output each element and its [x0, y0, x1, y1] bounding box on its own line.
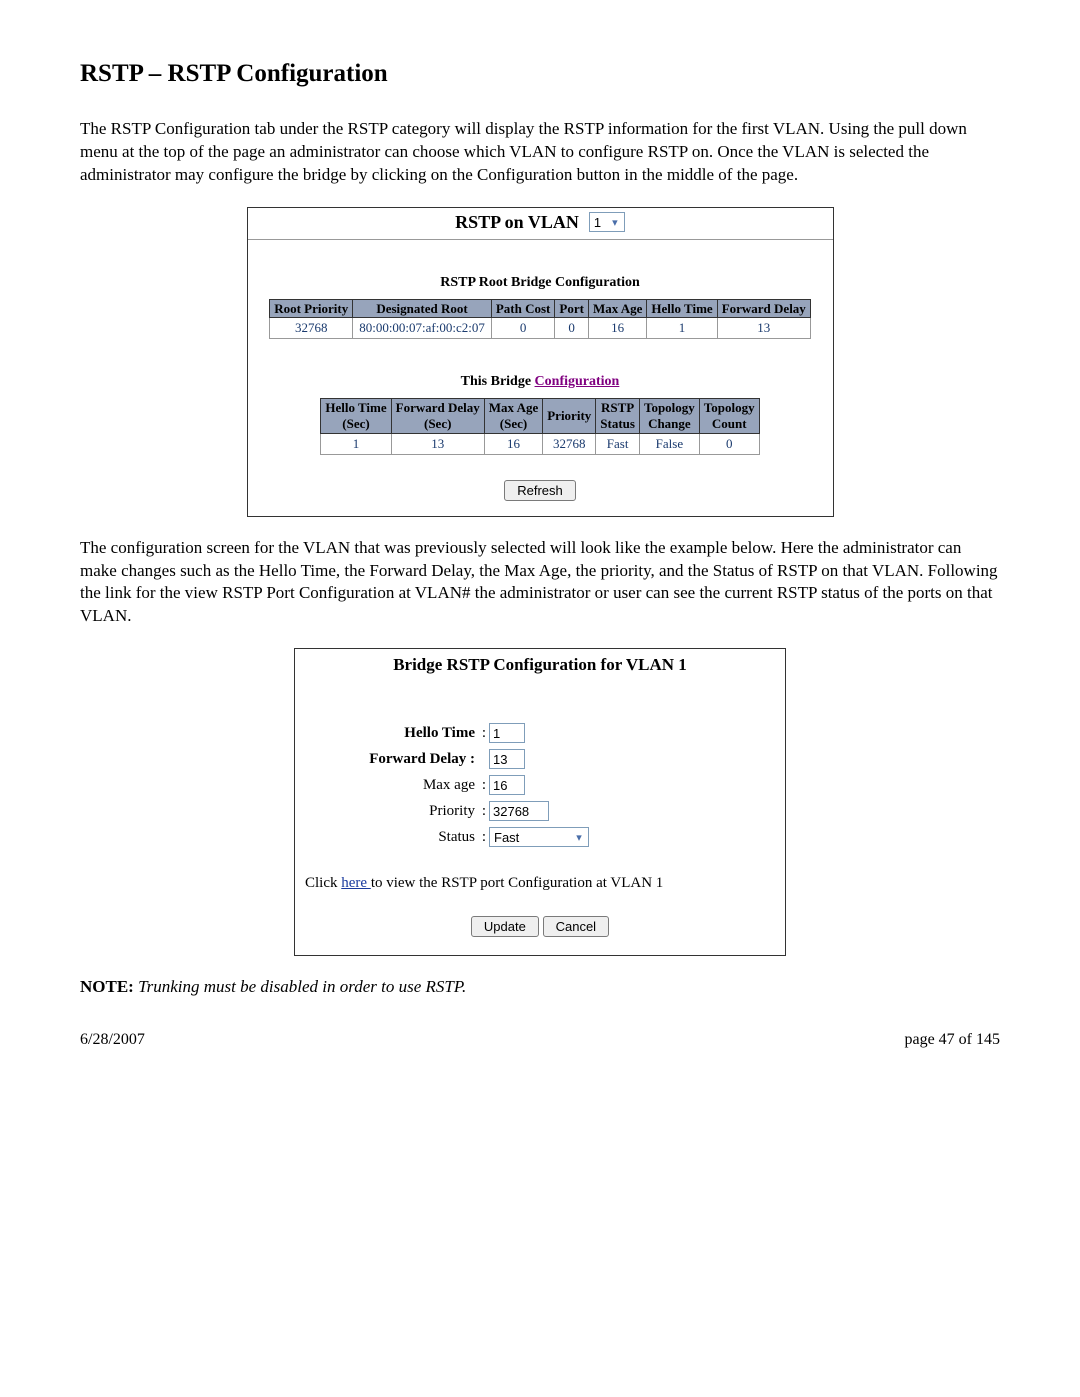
rstp-on-vlan-label: RSTP on VLAN: [455, 212, 579, 233]
priority-input[interactable]: [489, 801, 549, 821]
note-bold: NOTE:: [80, 977, 134, 996]
chevron-down-icon: ▾: [608, 215, 622, 229]
table-row: 32768 80:00:00:07:af:00:c2:07 0 0 16 1 1…: [270, 318, 811, 339]
max-age-input[interactable]: [489, 775, 525, 795]
th-priority: Priority: [543, 399, 596, 433]
vlan-select[interactable]: 1 ▾: [589, 212, 625, 232]
note-italic: Trunking must be disabled in order to us…: [134, 977, 466, 996]
td-forward-delay: 13: [717, 318, 810, 339]
td-topology-count: 0: [699, 433, 759, 454]
port-config-link-line: Click here to view the RSTP port Configu…: [305, 875, 775, 892]
td-max-age: 16: [588, 318, 646, 339]
rstp-overview-panel: RSTP on VLAN 1 ▾ RSTP Root Bridge Config…: [247, 207, 834, 517]
bridge-config-panel: Bridge RSTP Configuration for VLAN 1 Hel…: [294, 648, 786, 956]
th-forward-delay: Forward Delay: [717, 299, 810, 318]
th-max-age-sec: Max Age(Sec): [484, 399, 542, 433]
this-bridge-table: Hello Time(Sec) Forward Delay(Sec) Max A…: [320, 398, 759, 454]
this-bridge-section-title: This Bridge Configuration: [248, 374, 833, 390]
th-designated-root: Designated Root: [353, 299, 492, 318]
vlan-select-value: 1: [594, 215, 601, 230]
td-forward-delay-sec: 13: [391, 433, 484, 454]
td-rstp-status: Fast: [596, 433, 640, 454]
forward-delay-label: Forward Delay :: [305, 751, 479, 768]
td-root-priority: 32768: [270, 318, 353, 339]
table-row: 1 13 16 32768 Fast False 0: [321, 433, 759, 454]
th-topology-change: TopologyChange: [639, 399, 699, 433]
td-hello-time-sec: 1: [321, 433, 391, 454]
vlan-selector-row: RSTP on VLAN 1 ▾: [248, 208, 833, 240]
th-topology-count: TopologyCount: [699, 399, 759, 433]
th-forward-delay-sec: Forward Delay(Sec): [391, 399, 484, 433]
status-select-value: Fast: [494, 830, 519, 845]
th-max-age: Max Age: [588, 299, 646, 318]
page-footer: 6/28/2007 page 47 of 145: [80, 1031, 1000, 1049]
note-line: NOTE: Trunking must be disabled in order…: [80, 976, 1000, 999]
hello-time-input[interactable]: [489, 723, 525, 743]
th-rstp-status: RSTPStatus: [596, 399, 640, 433]
status-select[interactable]: Fast ▾: [489, 827, 589, 847]
intro-paragraph: The RSTP Configuration tab under the RST…: [80, 118, 1000, 187]
refresh-button[interactable]: Refresh: [504, 480, 576, 501]
update-button[interactable]: Update: [471, 916, 539, 937]
forward-delay-input[interactable]: [489, 749, 525, 769]
page-heading: RSTP – RSTP Configuration: [80, 60, 1000, 88]
footer-page: page 47 of 145: [904, 1031, 1000, 1049]
this-bridge-prefix: This Bridge: [461, 374, 535, 389]
cancel-button[interactable]: Cancel: [543, 916, 609, 937]
td-topology-change: False: [639, 433, 699, 454]
th-hello-time-sec: Hello Time(Sec): [321, 399, 391, 433]
td-path-cost: 0: [491, 318, 555, 339]
th-hello-time: Hello Time: [647, 299, 717, 318]
root-bridge-table: Root Priority Designated Root Path Cost …: [269, 299, 811, 340]
status-label: Status: [305, 829, 479, 846]
bridge-config-title: Bridge RSTP Configuration for VLAN 1: [305, 655, 775, 675]
th-root-priority: Root Priority: [270, 299, 353, 318]
footer-date: 6/28/2007: [80, 1031, 145, 1049]
root-bridge-section-title: RSTP Root Bridge Configuration: [248, 275, 833, 291]
td-priority: 32768: [543, 433, 596, 454]
hello-time-label: Hello Time: [305, 725, 479, 742]
mid-paragraph: The configuration screen for the VLAN th…: [80, 537, 1000, 629]
chevron-down-icon: ▾: [572, 830, 586, 844]
td-hello-time: 1: [647, 318, 717, 339]
here-link[interactable]: here: [341, 875, 371, 891]
configuration-link[interactable]: Configuration: [535, 374, 620, 389]
priority-label: Priority: [305, 803, 479, 820]
max-age-label: Max age: [305, 777, 479, 794]
th-path-cost: Path Cost: [491, 299, 555, 318]
td-max-age-sec: 16: [484, 433, 542, 454]
td-designated-root: 80:00:00:07:af:00:c2:07: [353, 318, 492, 339]
td-port: 0: [555, 318, 589, 339]
th-port: Port: [555, 299, 589, 318]
